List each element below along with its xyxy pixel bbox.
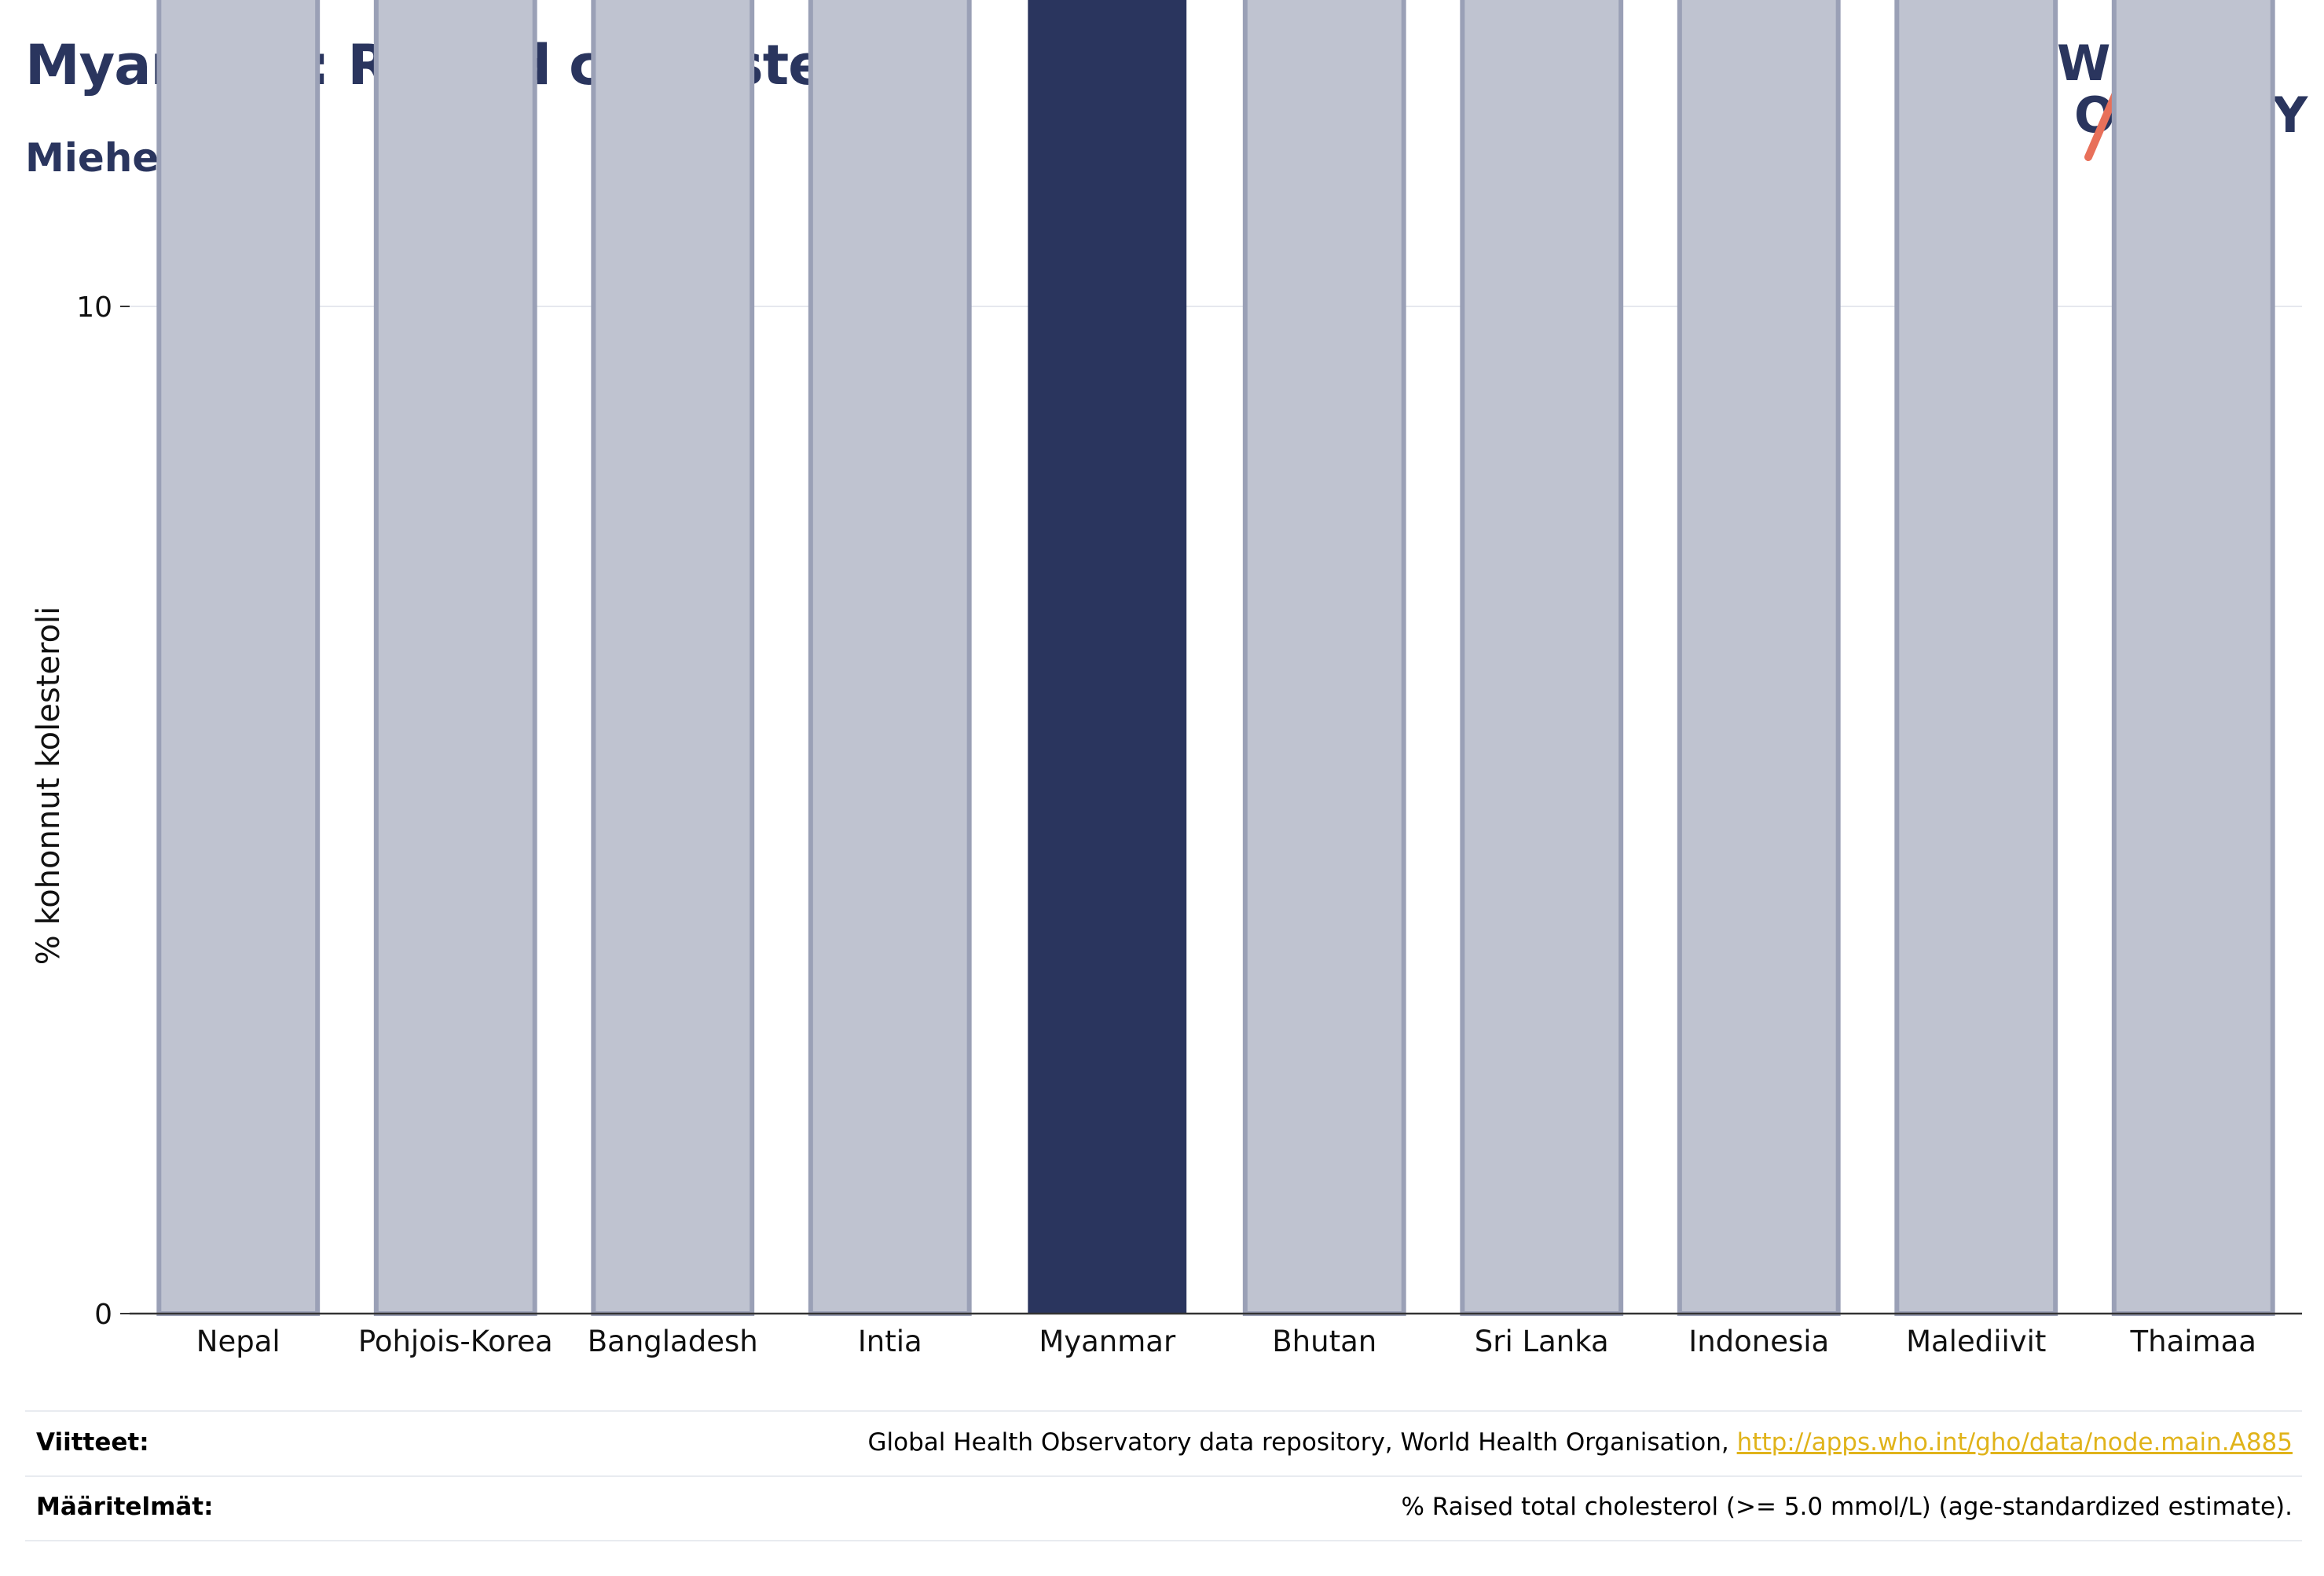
- x-tick-label: Intia: [858, 1325, 922, 1358]
- x-tick-label: Nepal: [196, 1325, 280, 1358]
- bar-indonesia: [1677, 0, 1841, 1316]
- bar-chart: 01020304050NepalPohjois-KoreaBangladeshI…: [31, 0, 2302, 1358]
- footer-divider-top: [25, 1410, 2302, 1412]
- bars: [156, 0, 2275, 1317]
- bar-sri-lanka: [1460, 0, 1624, 1316]
- bar-nepal: [156, 0, 321, 1316]
- definitions-label: Määritelmät:: [36, 1493, 214, 1521]
- y-tick-label: 0: [94, 1299, 112, 1331]
- x-tick-label: Indonesia: [1688, 1325, 1829, 1358]
- bar-pohjois-korea: [373, 0, 537, 1316]
- sources-link[interactable]: http://apps.who.int/gho/data/node.main.A…: [1736, 1428, 2293, 1457]
- x-tick-label: Malediivit: [1906, 1325, 2046, 1358]
- x-tick-label: Bhutan: [1272, 1325, 1376, 1358]
- axes: 01020304050NepalPohjois-KoreaBangladeshI…: [76, 291, 2302, 1358]
- sources-text: Global Health Observatory data repositor…: [868, 1428, 2293, 1457]
- bar-bangladesh: [591, 0, 755, 1316]
- definitions-text: % Raised total cholesterol (>= 5.0 mmol/…: [1401, 1493, 2293, 1521]
- footer-divider-middle: [25, 1475, 2302, 1477]
- x-tick-label: Sri Lanka: [1475, 1325, 1609, 1358]
- bar-thaimaa: [2111, 0, 2275, 1316]
- y-axis-label: % kohonnut kolesteroli: [31, 607, 67, 966]
- bar-bhutan: [1242, 0, 1406, 1316]
- x-tick-label: Myanmar: [1039, 1325, 1176, 1358]
- x-tick-label: Pohjois-Korea: [358, 1325, 553, 1358]
- sources-label: Viitteet:: [36, 1428, 149, 1457]
- footer-divider-bottom: [25, 1540, 2302, 1541]
- sources-description: Global Health Observatory data repositor…: [867, 1428, 1737, 1457]
- x-tick-label: Bangladesh: [588, 1325, 758, 1358]
- y-tick-label: 10: [76, 291, 112, 324]
- x-tick-label: Thaimaa: [2130, 1325, 2256, 1358]
- bar-malediivit: [1894, 0, 2058, 1317]
- bar-myanmar: [1028, 0, 1187, 1314]
- bar-intia: [808, 0, 972, 1316]
